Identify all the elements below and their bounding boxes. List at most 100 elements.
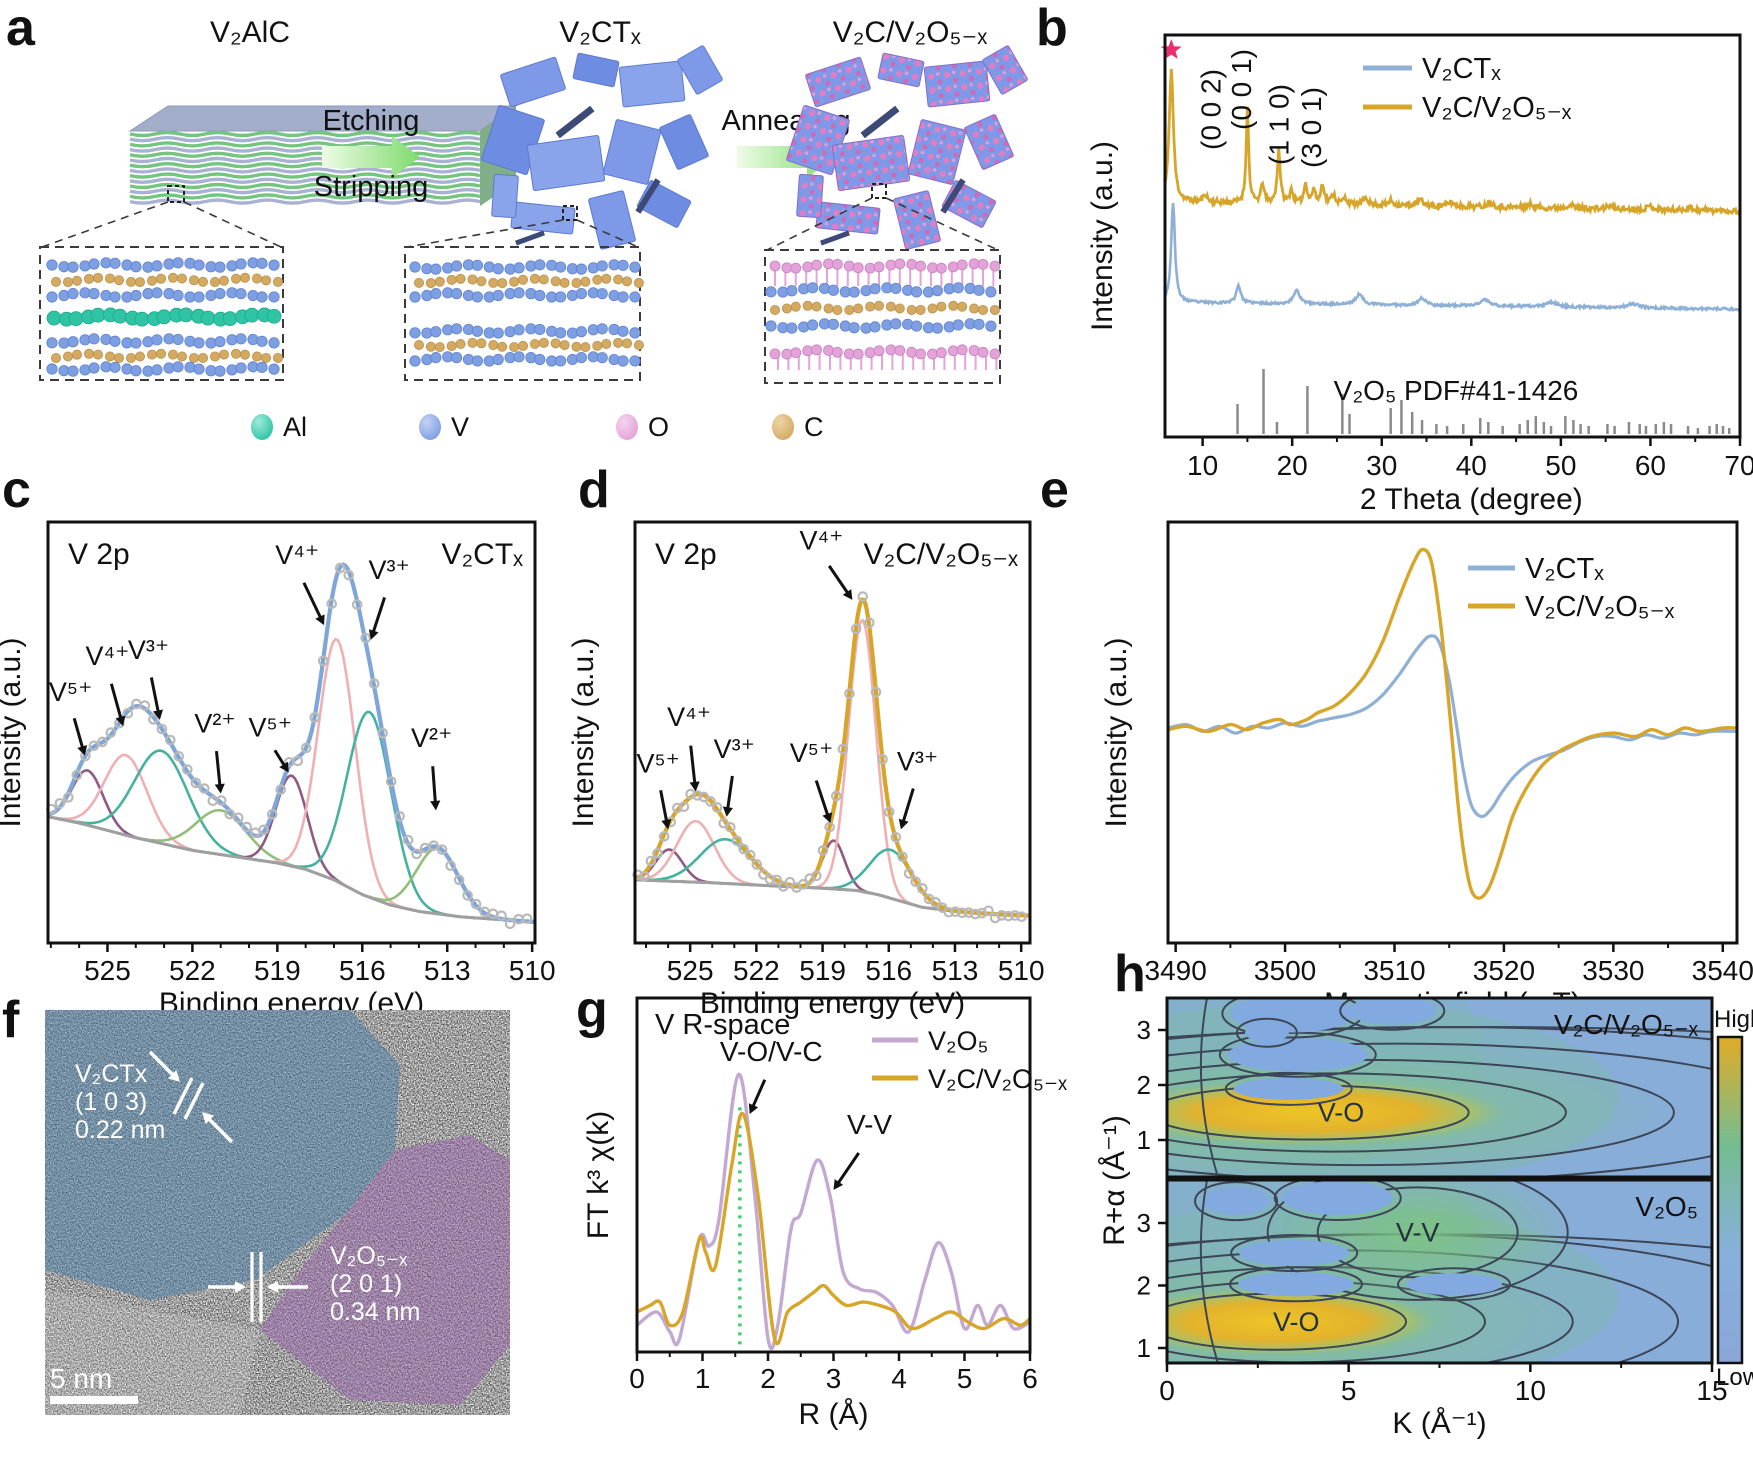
svg-text:6: 6: [1022, 1363, 1038, 1394]
svg-text:V-V: V-V: [1396, 1217, 1440, 1247]
svg-text:Stripping: Stripping: [314, 171, 428, 203]
svg-text:V₂CTx: V₂CTx: [75, 1060, 148, 1088]
svg-text:1: 1: [695, 1363, 711, 1394]
svg-text:60: 60: [1635, 450, 1666, 481]
svg-text:Binding energy (eV): Binding energy (eV): [700, 987, 965, 1020]
svg-text:V: V: [451, 412, 469, 442]
svg-text:R (Å): R (Å): [799, 1398, 869, 1431]
svg-text:Intensity (a.u.): Intensity (a.u.): [1100, 637, 1133, 827]
svg-text:525: 525: [84, 955, 131, 986]
svg-text:K (Å⁻¹): K (Å⁻¹): [1392, 1407, 1486, 1440]
svg-text:15: 15: [1696, 1375, 1727, 1406]
svg-text:10: 10: [1515, 1375, 1546, 1406]
svg-text:V⁵⁺: V⁵⁺: [790, 738, 833, 768]
panel-e-chart: V₂CTₓV₂C/V₂O₅₋ₓ349035003510352035303540M…: [1100, 520, 1753, 1020]
panel-letter-h: h: [1114, 945, 1146, 1003]
svg-text:V⁴⁺: V⁴⁺: [275, 540, 319, 570]
svg-text:V R-space: V R-space: [655, 1009, 790, 1041]
svg-text:513: 513: [424, 955, 471, 986]
svg-text:V⁴⁺: V⁴⁺: [86, 641, 130, 671]
svg-text:V₂CTₓ: V₂CTₓ: [559, 16, 641, 49]
svg-text:(3 0 1): (3 0 1): [1296, 87, 1327, 168]
svg-text:V₂O₅ PDF#41-1426: V₂O₅ PDF#41-1426: [1334, 375, 1579, 406]
svg-text:3540: 3540: [1692, 955, 1753, 986]
svg-text:V₂CTₓ: V₂CTₓ: [1525, 553, 1604, 585]
svg-text:3530: 3530: [1582, 955, 1644, 986]
svg-text:V³⁺: V³⁺: [128, 635, 169, 665]
svg-text:V₂C/V₂O₅₋ₓ: V₂C/V₂O₅₋ₓ: [833, 16, 988, 49]
svg-text:V-V: V-V: [847, 1109, 892, 1140]
panel-letter-g: g: [576, 981, 608, 1039]
svg-text:40: 40: [1456, 450, 1487, 481]
svg-text:4: 4: [891, 1363, 907, 1394]
svg-text:2: 2: [760, 1363, 776, 1394]
svg-text:Etching: Etching: [323, 105, 420, 137]
svg-text:V₂C/V₂O₅₋ₓ: V₂C/V₂O₅₋ₓ: [1554, 1009, 1699, 1040]
svg-text:70: 70: [1724, 450, 1753, 481]
svg-text:V³⁺: V³⁺: [714, 734, 755, 764]
panel-b-chart: (0 0 2) (0 0 1) (1 1 0) (3 0 1) V₂CTₓ V₂C/V₂O…: [1086, 33, 1753, 516]
svg-text:V 2p: V 2p: [655, 538, 717, 571]
svg-text:525: 525: [667, 955, 714, 986]
svg-text:V₂O₅₋ₓ: V₂O₅₋ₓ: [330, 1242, 408, 1270]
svg-text:20: 20: [1277, 450, 1308, 481]
svg-text:510: 510: [998, 955, 1045, 986]
svg-text:516: 516: [339, 955, 386, 986]
svg-text:High: High: [1714, 1006, 1753, 1033]
svg-text:Intensity (a.u.): Intensity (a.u.): [567, 637, 600, 827]
svg-text:1: 1: [1137, 1125, 1151, 1155]
svg-text:3520: 3520: [1473, 955, 1535, 986]
svg-text:Intensity (a.u.): Intensity (a.u.): [0, 637, 27, 827]
panel-a-schematic: V₂AlC V₂CTₓ V₂C/V₂O₅₋ₓEtchingStrippingAnne…: [39, 16, 1028, 442]
svg-text:2 Theta (degree): 2 Theta (degree): [1360, 483, 1583, 516]
svg-text:510: 510: [509, 955, 556, 986]
svg-text:V₂C/V₂O₅₋ₓ: V₂C/V₂O₅₋ₓ: [1525, 591, 1675, 623]
svg-text:V₂AlC: V₂AlC: [210, 16, 290, 49]
svg-text:V-O: V-O: [1318, 1098, 1365, 1128]
svg-text:0.22 nm: 0.22 nm: [75, 1116, 165, 1144]
svg-text:V²⁺: V²⁺: [411, 723, 452, 753]
svg-text:3510: 3510: [1363, 955, 1425, 986]
svg-text:5: 5: [957, 1363, 973, 1394]
svg-text:3: 3: [1137, 1015, 1151, 1045]
svg-text:522: 522: [733, 955, 780, 986]
svg-text:V⁴⁺: V⁴⁺: [800, 525, 844, 555]
svg-text:0.34 nm: 0.34 nm: [330, 1298, 420, 1326]
svg-text:0: 0: [629, 1363, 645, 1394]
svg-text:V 2p: V 2p: [68, 538, 130, 571]
panel-letter-c: c: [2, 461, 31, 519]
svg-text:V₂C/V₂O₅₋ₓ: V₂C/V₂O₅₋ₓ: [928, 1064, 1067, 1094]
panel-d-chart: V 2p V₂C/V₂O₅₋ₓV⁵⁺V⁴⁺V³⁺ V⁵⁺V⁴⁺V³⁺525 522 51…: [567, 520, 1045, 1020]
svg-text:V₂O₅: V₂O₅: [928, 1026, 988, 1056]
svg-text:Al: Al: [283, 412, 307, 442]
panel-h-chart: V-O V₂C/V₂O₅₋ₓ 1 2 3 V-V V-O V₂O₅ 1 2 3 0 5 10 15 K (Å⁻…: [1098, 996, 1753, 1440]
svg-text:1: 1: [1137, 1333, 1151, 1363]
svg-text:V₂O₅: V₂O₅: [1635, 1191, 1698, 1222]
svg-text:R+α (Å⁻¹): R+α (Å⁻¹): [1098, 1115, 1131, 1246]
svg-text:3: 3: [1137, 1208, 1151, 1238]
svg-text:V-O/V-C: V-O/V-C: [720, 1036, 823, 1067]
panel-letter-e: e: [1040, 461, 1069, 519]
panel-letter-f: f: [2, 991, 20, 1049]
svg-text:3: 3: [826, 1363, 842, 1394]
svg-text:V⁵⁺: V⁵⁺: [49, 677, 92, 707]
svg-text:(1 1 0): (1 1 0): [1264, 84, 1295, 165]
panel-letter-a: a: [6, 0, 35, 57]
svg-text:(2 0 1): (2 0 1): [330, 1270, 402, 1298]
svg-text:O: O: [648, 412, 669, 442]
svg-text:3500: 3500: [1254, 955, 1316, 986]
svg-text:FT k³ χ(k): FT k³ χ(k): [582, 1111, 615, 1240]
svg-text:(1 0 3): (1 0 3): [75, 1088, 147, 1116]
svg-text:V³⁺: V³⁺: [897, 746, 938, 776]
svg-text:516: 516: [865, 955, 912, 986]
svg-text:2: 2: [1137, 1070, 1151, 1100]
panel-f-tem: V₂CTx(1 0 3)0.22 nm V₂O₅₋ₓ(2 0 1)0.34 nm 5…: [45, 1010, 510, 1415]
svg-text:V₂C/V₂O₅₋ₓ: V₂C/V₂O₅₋ₓ: [1422, 92, 1572, 124]
svg-text:30: 30: [1366, 450, 1397, 481]
svg-text:5 nm: 5 nm: [50, 1363, 112, 1394]
svg-text:10: 10: [1187, 450, 1218, 481]
svg-text:519: 519: [254, 955, 301, 986]
